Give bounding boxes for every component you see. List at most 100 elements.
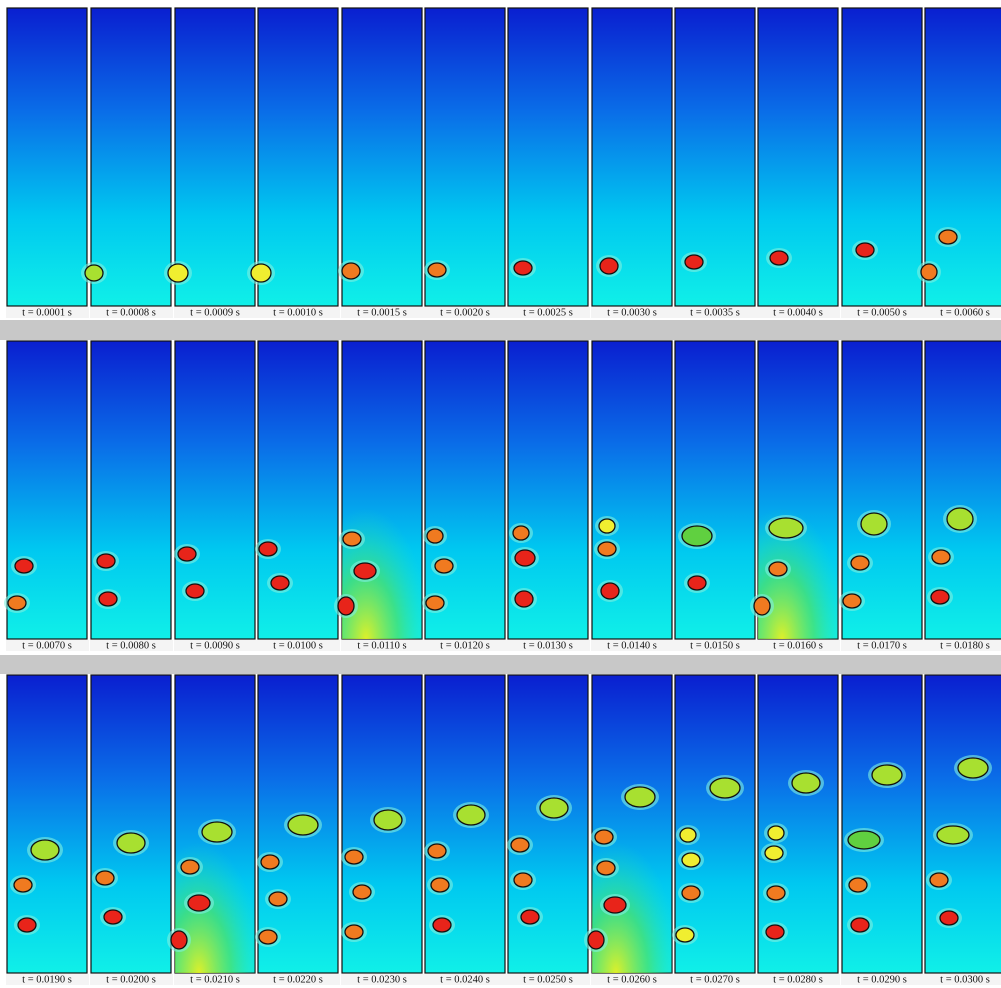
label-bg xyxy=(341,974,424,985)
time-label: t = 0.0008 s xyxy=(106,307,156,318)
bubble xyxy=(268,891,288,907)
frame xyxy=(841,7,923,307)
bubble xyxy=(939,910,959,926)
label-bg xyxy=(674,974,757,985)
bubble xyxy=(930,589,950,605)
time-label: t = 0.0090 s xyxy=(190,640,240,651)
time-label: t = 0.0140 s xyxy=(607,640,657,651)
frame xyxy=(507,7,589,307)
frame xyxy=(90,674,172,974)
label-bg xyxy=(257,640,340,651)
bubble xyxy=(931,549,951,565)
bubble xyxy=(30,839,60,861)
label-bg xyxy=(257,974,340,985)
frame xyxy=(924,674,1001,974)
bubble xyxy=(946,507,974,531)
label-bg xyxy=(424,307,507,318)
bubble xyxy=(84,264,104,282)
bubble xyxy=(258,541,278,557)
bubble xyxy=(352,884,372,900)
bubble xyxy=(765,924,785,940)
bubble xyxy=(520,909,540,925)
bubble xyxy=(13,877,33,893)
bubble xyxy=(456,804,486,826)
label-bg xyxy=(841,640,924,651)
time-label: t = 0.0130 s xyxy=(523,640,573,651)
time-label: t = 0.0070 s xyxy=(22,640,72,651)
frame xyxy=(6,674,88,974)
frame xyxy=(507,674,589,974)
time-label: t = 0.0120 s xyxy=(440,640,490,651)
time-label: t = 0.0170 s xyxy=(857,640,907,651)
label-bg xyxy=(924,974,1001,985)
bubble xyxy=(766,885,786,901)
time-label: t = 0.0180 s xyxy=(940,640,990,651)
time-label: t = 0.0280 s xyxy=(773,974,823,985)
bubble xyxy=(180,859,200,875)
frame xyxy=(841,340,923,640)
bubble xyxy=(603,896,627,914)
bubble xyxy=(426,528,444,544)
bubble xyxy=(96,553,116,569)
label-bg xyxy=(257,307,340,318)
frame xyxy=(90,340,172,640)
bubble xyxy=(432,917,452,933)
label-bg xyxy=(757,640,840,651)
time-label: t = 0.0270 s xyxy=(690,974,740,985)
bubble xyxy=(177,546,197,562)
label-bg xyxy=(591,974,674,985)
bubble xyxy=(258,929,278,945)
bubble xyxy=(681,525,713,547)
time-label: t = 0.0010 s xyxy=(273,307,323,318)
label-bg xyxy=(591,640,674,651)
label-bg xyxy=(90,307,173,318)
bubble xyxy=(287,814,319,836)
label-bg xyxy=(924,640,1001,651)
time-label: t = 0.0150 s xyxy=(690,640,740,651)
bubble xyxy=(769,250,789,266)
bubble xyxy=(373,809,403,831)
bubble xyxy=(103,909,123,925)
bubble xyxy=(791,772,821,794)
bubble xyxy=(7,595,27,611)
label-bg xyxy=(174,640,257,651)
bubble xyxy=(342,531,362,547)
time-label: t = 0.0200 s xyxy=(106,974,156,985)
time-label: t = 0.0025 s xyxy=(523,307,573,318)
row-gap xyxy=(0,655,1001,674)
bubble xyxy=(600,582,620,600)
time-label: t = 0.0100 s xyxy=(273,640,323,651)
time-label: t = 0.0015 s xyxy=(357,307,407,318)
frame xyxy=(174,7,256,307)
frame xyxy=(424,7,506,307)
bubble xyxy=(594,829,614,845)
time-label: t = 0.0240 s xyxy=(440,974,490,985)
bubble xyxy=(681,852,701,868)
bubble xyxy=(687,575,707,591)
label-bg xyxy=(507,307,590,318)
label-bg xyxy=(757,974,840,985)
label-bg xyxy=(341,307,424,318)
time-label: t = 0.0030 s xyxy=(607,307,657,318)
bubble xyxy=(434,558,454,574)
bubble xyxy=(116,832,146,854)
bubble xyxy=(675,927,695,943)
time-label: t = 0.0020 s xyxy=(440,307,490,318)
time-label: t = 0.0160 s xyxy=(773,640,823,651)
bubble xyxy=(681,885,701,901)
bubble xyxy=(250,263,272,283)
label-bg xyxy=(6,974,89,985)
bubble xyxy=(14,558,34,574)
bubble xyxy=(187,894,211,912)
bubble xyxy=(341,262,361,280)
time-label: t = 0.0009 s xyxy=(190,307,240,318)
bubble xyxy=(270,575,290,591)
label-bg xyxy=(424,974,507,985)
bubble xyxy=(170,930,188,950)
bubble xyxy=(624,786,656,808)
time-label: t = 0.0050 s xyxy=(857,307,907,318)
label-bg xyxy=(674,307,757,318)
label-bg xyxy=(174,974,257,985)
bubble xyxy=(596,860,616,876)
